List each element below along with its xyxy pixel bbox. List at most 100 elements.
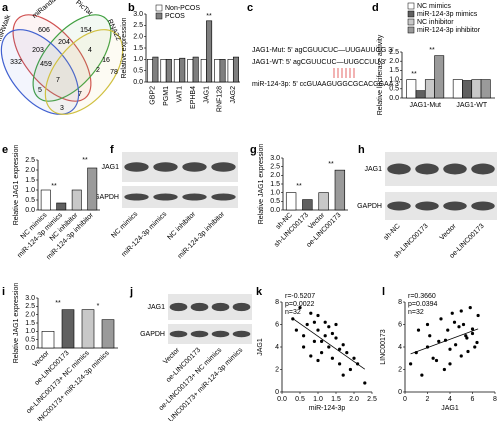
blot-band bbox=[182, 193, 207, 201]
x-tick-label: 0.0 bbox=[277, 396, 287, 403]
scatter-point bbox=[341, 373, 345, 377]
y-tick-label: 3.0 bbox=[25, 295, 35, 302]
scatter-point bbox=[476, 313, 480, 318]
lane-label: sh-NC bbox=[383, 223, 402, 242]
y-tick-label: 4 bbox=[398, 344, 402, 351]
y-axis-label: Relative JAG1 expression bbox=[13, 283, 20, 364]
venn-count: 2 bbox=[96, 67, 100, 74]
y-tick-label: 3.0 bbox=[133, 11, 143, 18]
scatter-point bbox=[327, 345, 331, 349]
venn-count: 7 bbox=[78, 91, 82, 98]
scatter-point bbox=[363, 381, 367, 385]
blot-row-label: JAG1 bbox=[101, 164, 119, 171]
y-tick-label: 0.0 bbox=[25, 207, 35, 214]
x-tick-label: 0 bbox=[403, 396, 407, 403]
scatter-point bbox=[434, 358, 439, 363]
blot-band bbox=[232, 330, 251, 338]
scatter-point bbox=[439, 317, 443, 321]
y-tick-label: 2.0 bbox=[389, 58, 399, 65]
x-tick-label: 4 bbox=[448, 396, 452, 403]
bar bbox=[232, 56, 239, 83]
y-tick-label: 0.0 bbox=[389, 95, 399, 102]
y-tick-label: 8 bbox=[275, 299, 279, 306]
bar bbox=[285, 192, 297, 211]
blot-band bbox=[211, 162, 236, 172]
venn-count: 332 bbox=[10, 59, 22, 66]
x-tick-label: 2.5 bbox=[367, 396, 377, 403]
legend-label: miR-124-3p mimics bbox=[417, 11, 478, 18]
blot-band bbox=[153, 162, 178, 172]
bar bbox=[214, 59, 221, 83]
bar bbox=[462, 80, 473, 99]
scatter-point bbox=[414, 351, 418, 355]
bar bbox=[87, 167, 98, 211]
scatter-point bbox=[302, 334, 306, 338]
bar bbox=[302, 199, 313, 211]
scatter-point bbox=[348, 367, 352, 372]
bar bbox=[415, 90, 426, 99]
blot-band bbox=[211, 302, 230, 312]
x-tick-label: 0.5 bbox=[295, 396, 305, 403]
significance: ** bbox=[206, 13, 212, 20]
venn-set bbox=[0, 29, 80, 115]
y-tick-label: 2.5 bbox=[25, 303, 35, 310]
venn-set bbox=[32, 14, 112, 102]
lane-label: NC inhibitor bbox=[166, 210, 197, 241]
scatter-point bbox=[409, 362, 413, 366]
venn-count: 16 bbox=[102, 57, 110, 64]
bar bbox=[200, 59, 207, 83]
x-tick-label: PGM1 bbox=[163, 86, 170, 106]
scatter-point bbox=[352, 356, 356, 360]
x-tick-label: JAG1 bbox=[203, 86, 210, 104]
panel-label: e bbox=[2, 144, 8, 156]
blot-band bbox=[124, 193, 149, 201]
legend-swatch bbox=[407, 2, 415, 10]
venn-count: 459 bbox=[40, 61, 52, 68]
bar bbox=[187, 59, 194, 83]
bar bbox=[61, 309, 75, 349]
blot-band bbox=[232, 302, 251, 312]
y-axis-label: Relative luciferase activity bbox=[377, 34, 384, 115]
bar bbox=[318, 192, 329, 211]
y-tick-label: 2.0 bbox=[25, 167, 35, 174]
y-tick-label: 0.5 bbox=[25, 197, 35, 204]
blot-band bbox=[190, 330, 209, 338]
legend-label: NC inhibitor bbox=[417, 19, 454, 26]
panel-label: j bbox=[129, 286, 133, 298]
legend-label: NC mimics bbox=[417, 3, 451, 10]
significance: ** bbox=[328, 161, 334, 168]
scatter-point bbox=[475, 340, 479, 345]
scatter-point bbox=[450, 311, 454, 315]
x-tick-label: JAG1-WT bbox=[456, 102, 487, 109]
lane-label: NC mimics bbox=[110, 210, 139, 239]
bar bbox=[40, 189, 51, 211]
bar bbox=[152, 56, 159, 83]
scatter-point bbox=[345, 351, 349, 355]
y-tick-label: 0.5 bbox=[133, 68, 143, 75]
blot-band bbox=[182, 162, 207, 172]
blot-band bbox=[443, 163, 467, 175]
bar bbox=[173, 59, 180, 83]
scatter-point bbox=[294, 328, 298, 332]
x-tick-label: 2 bbox=[426, 396, 430, 403]
blot-row-label: JAG1 bbox=[364, 166, 382, 173]
bar bbox=[41, 331, 55, 349]
scatter-point bbox=[334, 336, 338, 340]
scatter-point bbox=[468, 306, 472, 310]
venn-count: 5 bbox=[38, 87, 42, 94]
y-tick-label: 2.5 bbox=[389, 49, 399, 56]
bar bbox=[160, 59, 167, 83]
sequence: JAG1-Mut: 5' agCGUUCUC—UUGAUUGG 3' bbox=[252, 47, 394, 54]
x-tick-label: EPHB4 bbox=[190, 86, 197, 109]
stat-annotation: r=0.3660 bbox=[408, 293, 436, 300]
scatter-point bbox=[470, 327, 475, 331]
bar bbox=[334, 169, 346, 211]
bar bbox=[219, 59, 226, 83]
y-tick-label: 1.5 bbox=[389, 67, 399, 74]
legend-swatch bbox=[407, 18, 415, 26]
venn-count: 4 bbox=[88, 47, 92, 54]
bar bbox=[56, 202, 67, 211]
y-tick-label: 1.0 bbox=[25, 328, 35, 335]
y-tick-label: 0.0 bbox=[270, 207, 280, 214]
y-tick-label: 1.0 bbox=[389, 76, 399, 83]
